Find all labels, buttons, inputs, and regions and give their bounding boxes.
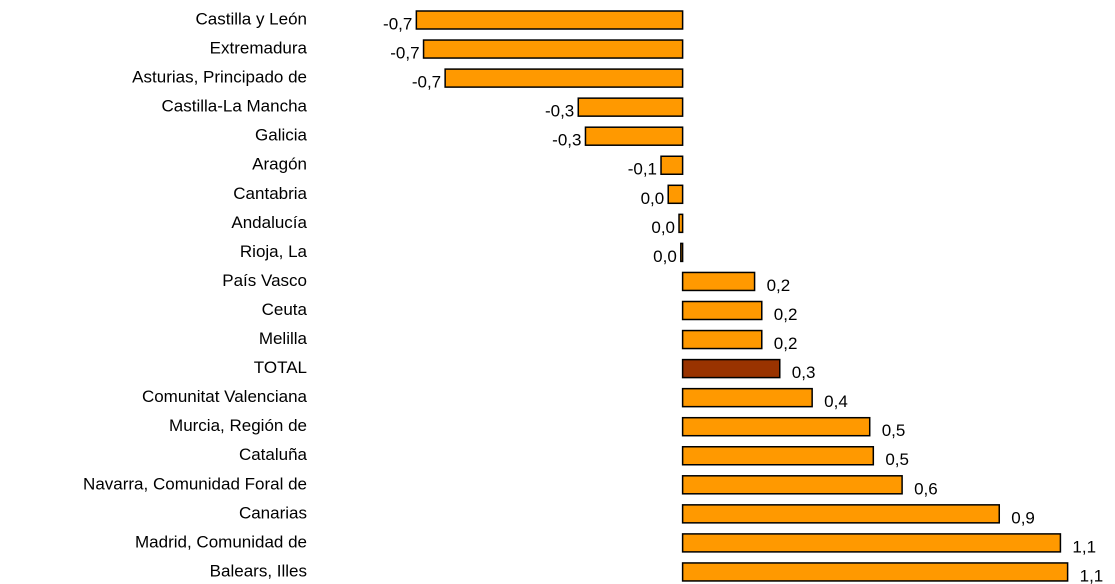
bar — [678, 213, 684, 234]
value-label: -0,1 — [628, 160, 657, 179]
category-label: Madrid, Comunidad de — [135, 532, 307, 551]
bar — [681, 562, 1069, 582]
bar — [681, 358, 781, 379]
bar — [577, 97, 684, 117]
category-label: Castilla y León — [195, 9, 307, 28]
value-label: -0,7 — [412, 73, 441, 92]
bar — [422, 39, 684, 59]
value-label: 0,6 — [914, 479, 938, 498]
category-label: TOTAL — [254, 358, 307, 377]
bar — [680, 242, 684, 263]
category-label: Ceuta — [262, 300, 308, 319]
category-label: Galicia — [255, 126, 308, 145]
bar — [681, 504, 1001, 524]
value-label: 1,1 — [1072, 537, 1096, 556]
bar — [681, 329, 763, 350]
category-label: Cantabria — [233, 184, 307, 203]
category-label: Rioja, La — [240, 242, 308, 261]
value-label: -0,3 — [545, 102, 574, 121]
bar — [681, 533, 1062, 553]
category-label: Cataluña — [239, 445, 308, 464]
category-label: Andalucía — [231, 213, 307, 232]
value-label: 0,0 — [641, 189, 665, 208]
category-label: Canarias — [239, 503, 307, 522]
bar — [681, 271, 756, 292]
category-label: Balears, Illes — [210, 561, 307, 580]
category-label: Melilla — [259, 329, 308, 348]
value-label: 0,4 — [824, 392, 848, 411]
value-label: 0,9 — [1011, 508, 1035, 527]
category-label: País Vasco — [222, 271, 307, 290]
category-label: Aragón — [252, 155, 307, 174]
bar — [667, 184, 684, 205]
bar — [681, 387, 813, 408]
value-label: 1,1 — [1080, 566, 1104, 584]
bar — [681, 300, 763, 321]
bar — [681, 446, 875, 466]
category-label: Murcia, Región de — [169, 416, 307, 435]
value-label: -0,3 — [552, 131, 581, 150]
bar — [584, 126, 684, 146]
value-label: 0,2 — [774, 334, 798, 353]
value-label: -0,7 — [390, 44, 419, 63]
value-label: 0,3 — [792, 363, 816, 382]
value-label: 0,2 — [774, 305, 798, 324]
category-label: Extremadura — [210, 39, 308, 58]
bar — [415, 10, 684, 30]
value-label: -0,7 — [383, 14, 412, 33]
value-label: 0,5 — [885, 450, 909, 469]
bar — [660, 155, 684, 175]
value-label: 0,5 — [882, 421, 906, 440]
category-label: Castilla-La Mancha — [161, 97, 307, 116]
category-label: Comunitat Valenciana — [142, 387, 308, 406]
value-label: 0,0 — [653, 247, 677, 266]
value-label: 0,2 — [767, 276, 791, 295]
value-label: 0,0 — [651, 218, 675, 237]
category-label: Asturias, Principado de — [132, 68, 307, 87]
bar — [681, 475, 903, 495]
bar — [444, 68, 684, 88]
category-label: Navarra, Comunidad Foral de — [83, 474, 307, 493]
bar — [681, 416, 871, 437]
